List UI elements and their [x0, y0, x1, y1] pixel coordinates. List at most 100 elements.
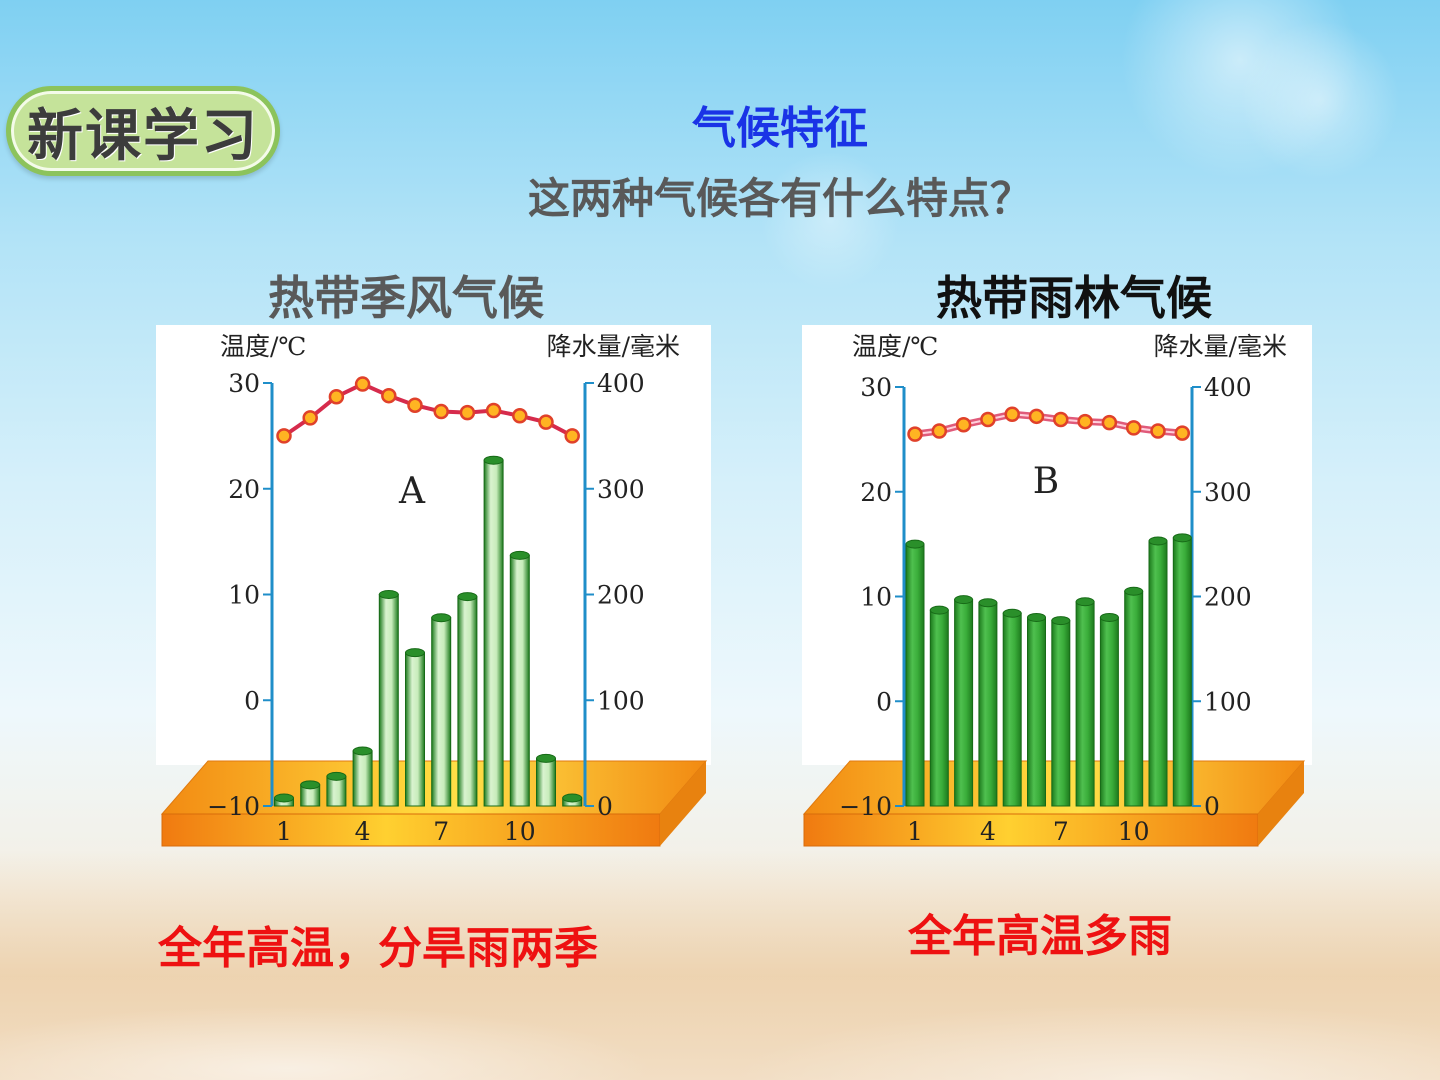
precipitation-bar-cap — [1027, 612, 1046, 622]
temperature-point — [1077, 413, 1093, 430]
left-axis-tick-label: −10 — [207, 792, 260, 821]
precipitation-bar-cap — [978, 598, 998, 608]
precipitation-bar-cap — [274, 793, 294, 803]
precipitation-bar-cap — [1148, 536, 1168, 546]
left-axis-tick-label: −10 — [839, 792, 892, 821]
left-axis-tick-label: 20 — [860, 478, 892, 507]
chart-letter-label: B — [1033, 461, 1059, 502]
precipitation-bar-cap — [300, 780, 321, 790]
precipitation-bar-cap — [326, 771, 347, 781]
left-axis-tick-label: 20 — [228, 475, 260, 504]
left-axis-title: 温度/℃ — [852, 332, 938, 361]
precipitation-bar-cap — [1172, 533, 1192, 543]
precipitation-bar — [1172, 537, 1192, 807]
precipitation-bar — [1002, 612, 1022, 807]
chart-a-summary: 全年高温，分旱雨两季 — [158, 923, 598, 974]
temperature-point — [1053, 411, 1069, 428]
precipitation-bar-cap — [1075, 597, 1095, 607]
temperature-point — [302, 410, 318, 426]
temperature-point — [1174, 425, 1191, 441]
chart-letter-label: A — [398, 471, 426, 512]
x-axis-tick-label: 4 — [355, 817, 371, 846]
precipitation-bar — [1099, 616, 1119, 807]
precipitation-bar — [509, 554, 530, 807]
right-axis-tick-label: 100 — [1204, 687, 1252, 716]
slide-title: 气候特征 — [692, 103, 868, 154]
temperature-point — [485, 402, 502, 419]
precipitation-bar-cap — [905, 539, 925, 549]
right-axis-tick-label: 300 — [597, 475, 645, 504]
precipitation-bar — [378, 594, 399, 807]
precipitation-bar-cap — [352, 746, 373, 756]
left-axis-tick-label: 30 — [860, 373, 892, 402]
precipitation-bar — [954, 599, 974, 807]
chart-base-front — [161, 813, 661, 847]
right-axis-tick-label: 200 — [1204, 583, 1252, 612]
slide-question: 这两种气候各有什么特点？ — [527, 174, 1032, 223]
temperature-point — [564, 428, 580, 444]
precipitation-bar — [405, 652, 425, 807]
temperature-point — [955, 416, 972, 433]
precipitation-bar-cap — [1002, 608, 1022, 618]
temperature-point — [433, 403, 449, 420]
left-axis-title: 温度/℃ — [220, 332, 306, 361]
temperature-point — [381, 387, 397, 404]
precipitation-bar-cap — [954, 595, 974, 605]
x-axis-tick-label: 7 — [1053, 817, 1069, 846]
right-axis-tick-label: 200 — [597, 581, 645, 610]
left-axis-tick-label: 10 — [860, 583, 892, 612]
lesson-badge-label: 新课学习 — [27, 103, 259, 169]
temperature-point — [1125, 420, 1142, 436]
right-axis-title: 降水量/毫米 — [547, 332, 680, 361]
chart-base-side — [660, 761, 706, 846]
precipitation-bar-cap — [431, 613, 452, 623]
x-axis-tick-label: 1 — [276, 817, 292, 846]
chart-a-heading: 热带季风气候 — [268, 271, 544, 325]
precipitation-bar-cap — [536, 753, 556, 763]
temperature-point — [980, 411, 996, 428]
chart-base-front — [803, 813, 1259, 847]
sand-background — [0, 850, 1440, 1080]
precipitation-bar — [483, 459, 504, 807]
temperature-point — [459, 404, 476, 421]
temperature-point — [538, 414, 554, 430]
x-axis-tick-label: 7 — [433, 817, 449, 846]
temperature-point — [276, 428, 292, 444]
right-axis-tick-label: 100 — [597, 686, 645, 715]
precipitation-bar — [352, 750, 373, 807]
chart-b-summary: 全年高温多雨 — [908, 911, 1172, 962]
temperature-point — [907, 426, 923, 442]
precipitation-bar — [1075, 601, 1095, 807]
precipitation-bar-cap — [1051, 616, 1071, 626]
precipitation-bar-cap — [929, 605, 949, 615]
temperature-point — [1150, 423, 1166, 439]
x-axis-tick-label: 10 — [504, 817, 536, 846]
left-axis-tick-label: 0 — [244, 686, 260, 715]
precipitation-bar-cap — [483, 455, 504, 465]
precipitation-bar — [1027, 616, 1046, 807]
left-axis-tick-label: 10 — [228, 581, 260, 610]
left-axis-tick-label: 30 — [228, 369, 260, 398]
temperature-point — [1004, 406, 1020, 422]
precipitation-bar-cap — [378, 590, 399, 599]
temperature-point — [512, 408, 528, 424]
temperature-point — [407, 397, 423, 413]
precipitation-bar-cap — [509, 550, 530, 560]
right-axis-tick-label: 400 — [1204, 373, 1252, 402]
right-axis-tick-label: 400 — [597, 369, 645, 398]
right-axis-tick-label: 300 — [1204, 478, 1252, 507]
x-axis-tick-label: 1 — [907, 817, 923, 846]
x-axis-tick-label: 10 — [1118, 817, 1150, 846]
precipitation-bar-cap — [405, 648, 425, 658]
right-axis-tick-label: 0 — [1204, 792, 1220, 821]
precipitation-bar-cap — [1124, 586, 1144, 596]
bokeh-light-medium — [1240, 20, 1400, 180]
x-axis-tick-label: 4 — [980, 817, 996, 846]
lesson-badge: 新课学习 — [6, 86, 280, 176]
right-axis-tick-label: 0 — [597, 792, 613, 821]
chart-b-heading: 热带雨林气候 — [936, 271, 1212, 325]
temperature-point — [328, 388, 345, 405]
precipitation-bar — [978, 602, 998, 807]
